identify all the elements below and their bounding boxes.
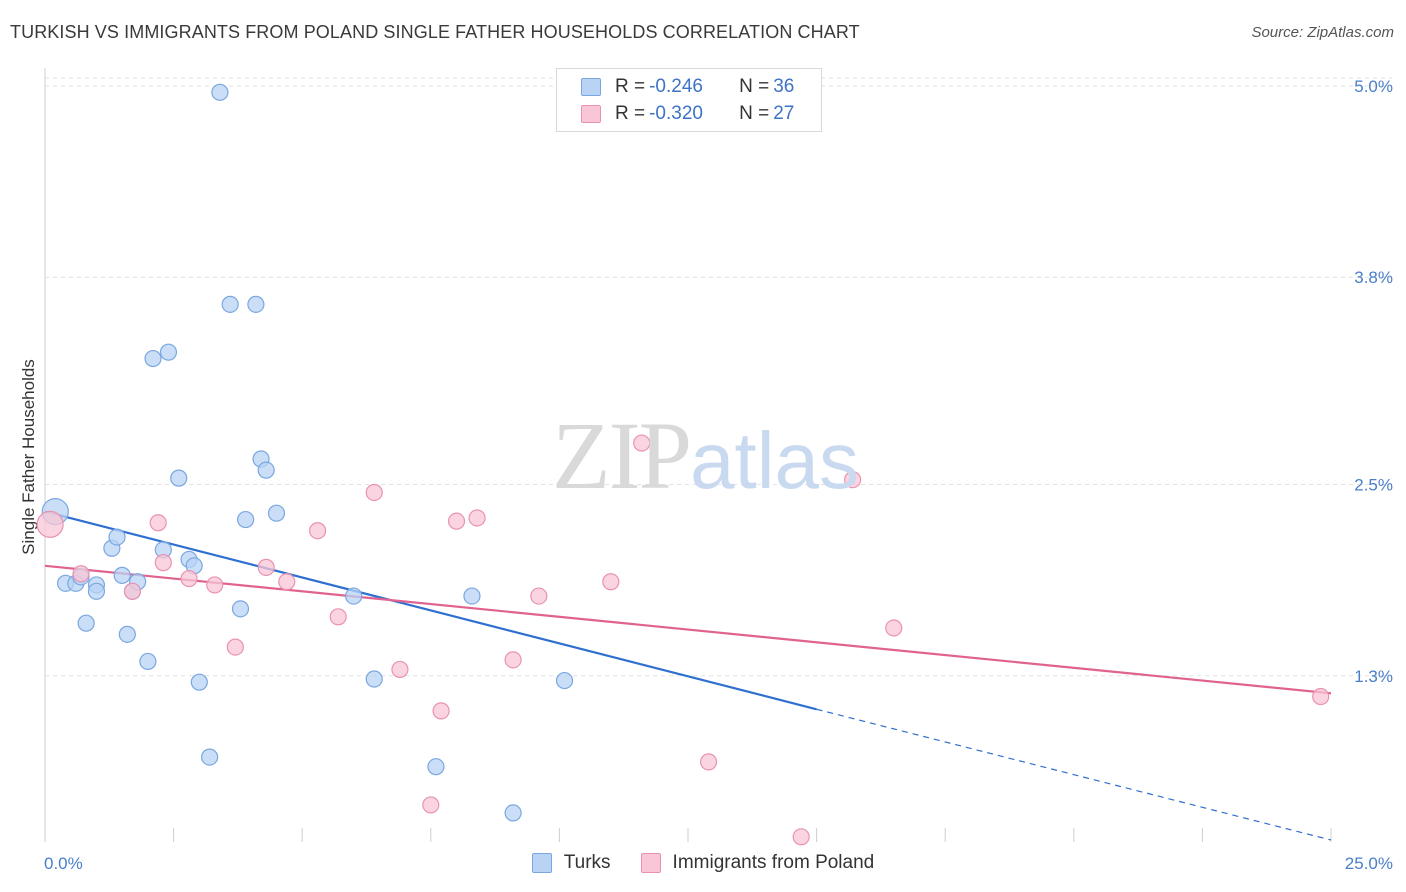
poland-point xyxy=(72,565,90,583)
r-label: R = xyxy=(615,76,646,97)
x-tick-labels: 0.0% 25.0% xyxy=(44,854,1393,873)
poland-legend-swatch xyxy=(640,853,661,873)
x-axis-ticks xyxy=(44,828,1332,842)
poland-point xyxy=(391,660,409,679)
turks-trend-line xyxy=(44,510,817,711)
legend-item-turks: Turks xyxy=(531,852,611,874)
poland-trend-line xyxy=(44,564,1332,695)
poland-point xyxy=(309,522,327,540)
legend-label-poland: Immigrants from Poland xyxy=(672,852,875,873)
legend-label-turks: Turks xyxy=(563,852,611,873)
turks-point xyxy=(144,349,162,368)
poland-point xyxy=(206,576,224,594)
poland-point xyxy=(699,753,718,771)
x-tick-label: 25.0% xyxy=(1345,854,1393,873)
poland-swatch xyxy=(581,105,601,123)
poland-point xyxy=(278,573,296,591)
turks-point xyxy=(555,671,574,690)
poland-point xyxy=(123,582,142,600)
n-label: N = xyxy=(739,103,770,124)
y-tick-label: 1.3% xyxy=(1354,667,1393,686)
turks-swatch xyxy=(581,78,601,96)
poland-point xyxy=(504,651,522,669)
turks-point xyxy=(231,600,250,618)
n-value: 36 xyxy=(773,76,795,97)
poland-point xyxy=(1312,687,1330,706)
turks-point xyxy=(211,83,229,101)
poland-point xyxy=(365,483,383,502)
poland-point xyxy=(257,558,275,576)
turks-point xyxy=(257,461,275,479)
r-value: -0.320 xyxy=(649,103,703,124)
poland-point xyxy=(226,638,244,656)
turks-point xyxy=(118,625,136,643)
n-value: 27 xyxy=(773,103,795,124)
turks-point xyxy=(221,295,239,313)
source-note: Source: ZipAtlas.com xyxy=(1251,24,1394,41)
poland-point xyxy=(149,514,167,532)
trend-lines xyxy=(44,510,1332,841)
turks-point xyxy=(345,587,363,605)
y-tick-labels: 1.3% 2.5% 3.8% 5.0% xyxy=(1354,77,1393,686)
poland-point xyxy=(36,510,64,538)
poland-point xyxy=(885,619,903,637)
turks-point xyxy=(77,614,95,632)
r-value: -0.246 xyxy=(649,76,703,97)
legend-row-turks: R = -0.246 N = 36 xyxy=(581,74,794,100)
watermark-atlas: atlas xyxy=(690,416,859,505)
poland-point xyxy=(468,509,486,527)
y-tick-label: 3.8% xyxy=(1354,268,1393,287)
turks-point xyxy=(108,528,126,546)
data-points xyxy=(36,83,1330,846)
legend-row-poland: R = -0.320 N = 27 xyxy=(581,101,794,127)
legend-item-poland: Immigrants from Poland xyxy=(640,852,875,874)
turks-trend-extension xyxy=(816,708,1332,841)
chart-title: TURKISH VS IMMIGRANTS FROM POLAND SINGLE… xyxy=(10,22,860,42)
turks-point xyxy=(159,343,178,361)
poland-point xyxy=(432,702,450,720)
r-label: R = xyxy=(615,103,646,124)
turks-point xyxy=(267,504,286,522)
turks-point xyxy=(87,582,106,600)
turks-point xyxy=(113,566,131,584)
turks-point xyxy=(504,804,522,822)
turks-point xyxy=(427,758,445,776)
series-legend: Turks Immigrants from Poland xyxy=(0,852,1406,874)
turks-point xyxy=(237,510,255,529)
y-axis-label: Single Father Households xyxy=(19,359,38,555)
correlation-legend: R = -0.246 N = 36 R = -0.320 N = 27 xyxy=(556,68,822,132)
y-tick-label: 5.0% xyxy=(1354,77,1393,96)
poland-point xyxy=(602,573,620,591)
turks-point xyxy=(170,469,188,487)
poland-point xyxy=(530,587,548,605)
poland-point xyxy=(792,828,810,846)
turks-point xyxy=(365,670,383,688)
y-tick-label: 2.5% xyxy=(1354,475,1393,494)
poland-point xyxy=(422,796,440,814)
poland-point xyxy=(633,434,651,452)
poland-point xyxy=(844,471,862,489)
turks-legend-swatch xyxy=(531,853,552,873)
turks-point xyxy=(201,748,219,766)
poland-point xyxy=(329,608,347,626)
turks-point xyxy=(190,673,208,691)
poland-point xyxy=(180,569,198,588)
watermark-zip: ZIP xyxy=(552,402,692,509)
x-tick-label: 0.0% xyxy=(44,854,83,873)
n-label: N = xyxy=(739,76,770,97)
poland-point xyxy=(447,512,466,530)
turks-point xyxy=(247,295,265,313)
poland-point xyxy=(154,554,172,572)
turks-point xyxy=(463,587,481,605)
turks-point xyxy=(139,652,157,671)
watermark: ZIPatlas xyxy=(552,400,859,511)
